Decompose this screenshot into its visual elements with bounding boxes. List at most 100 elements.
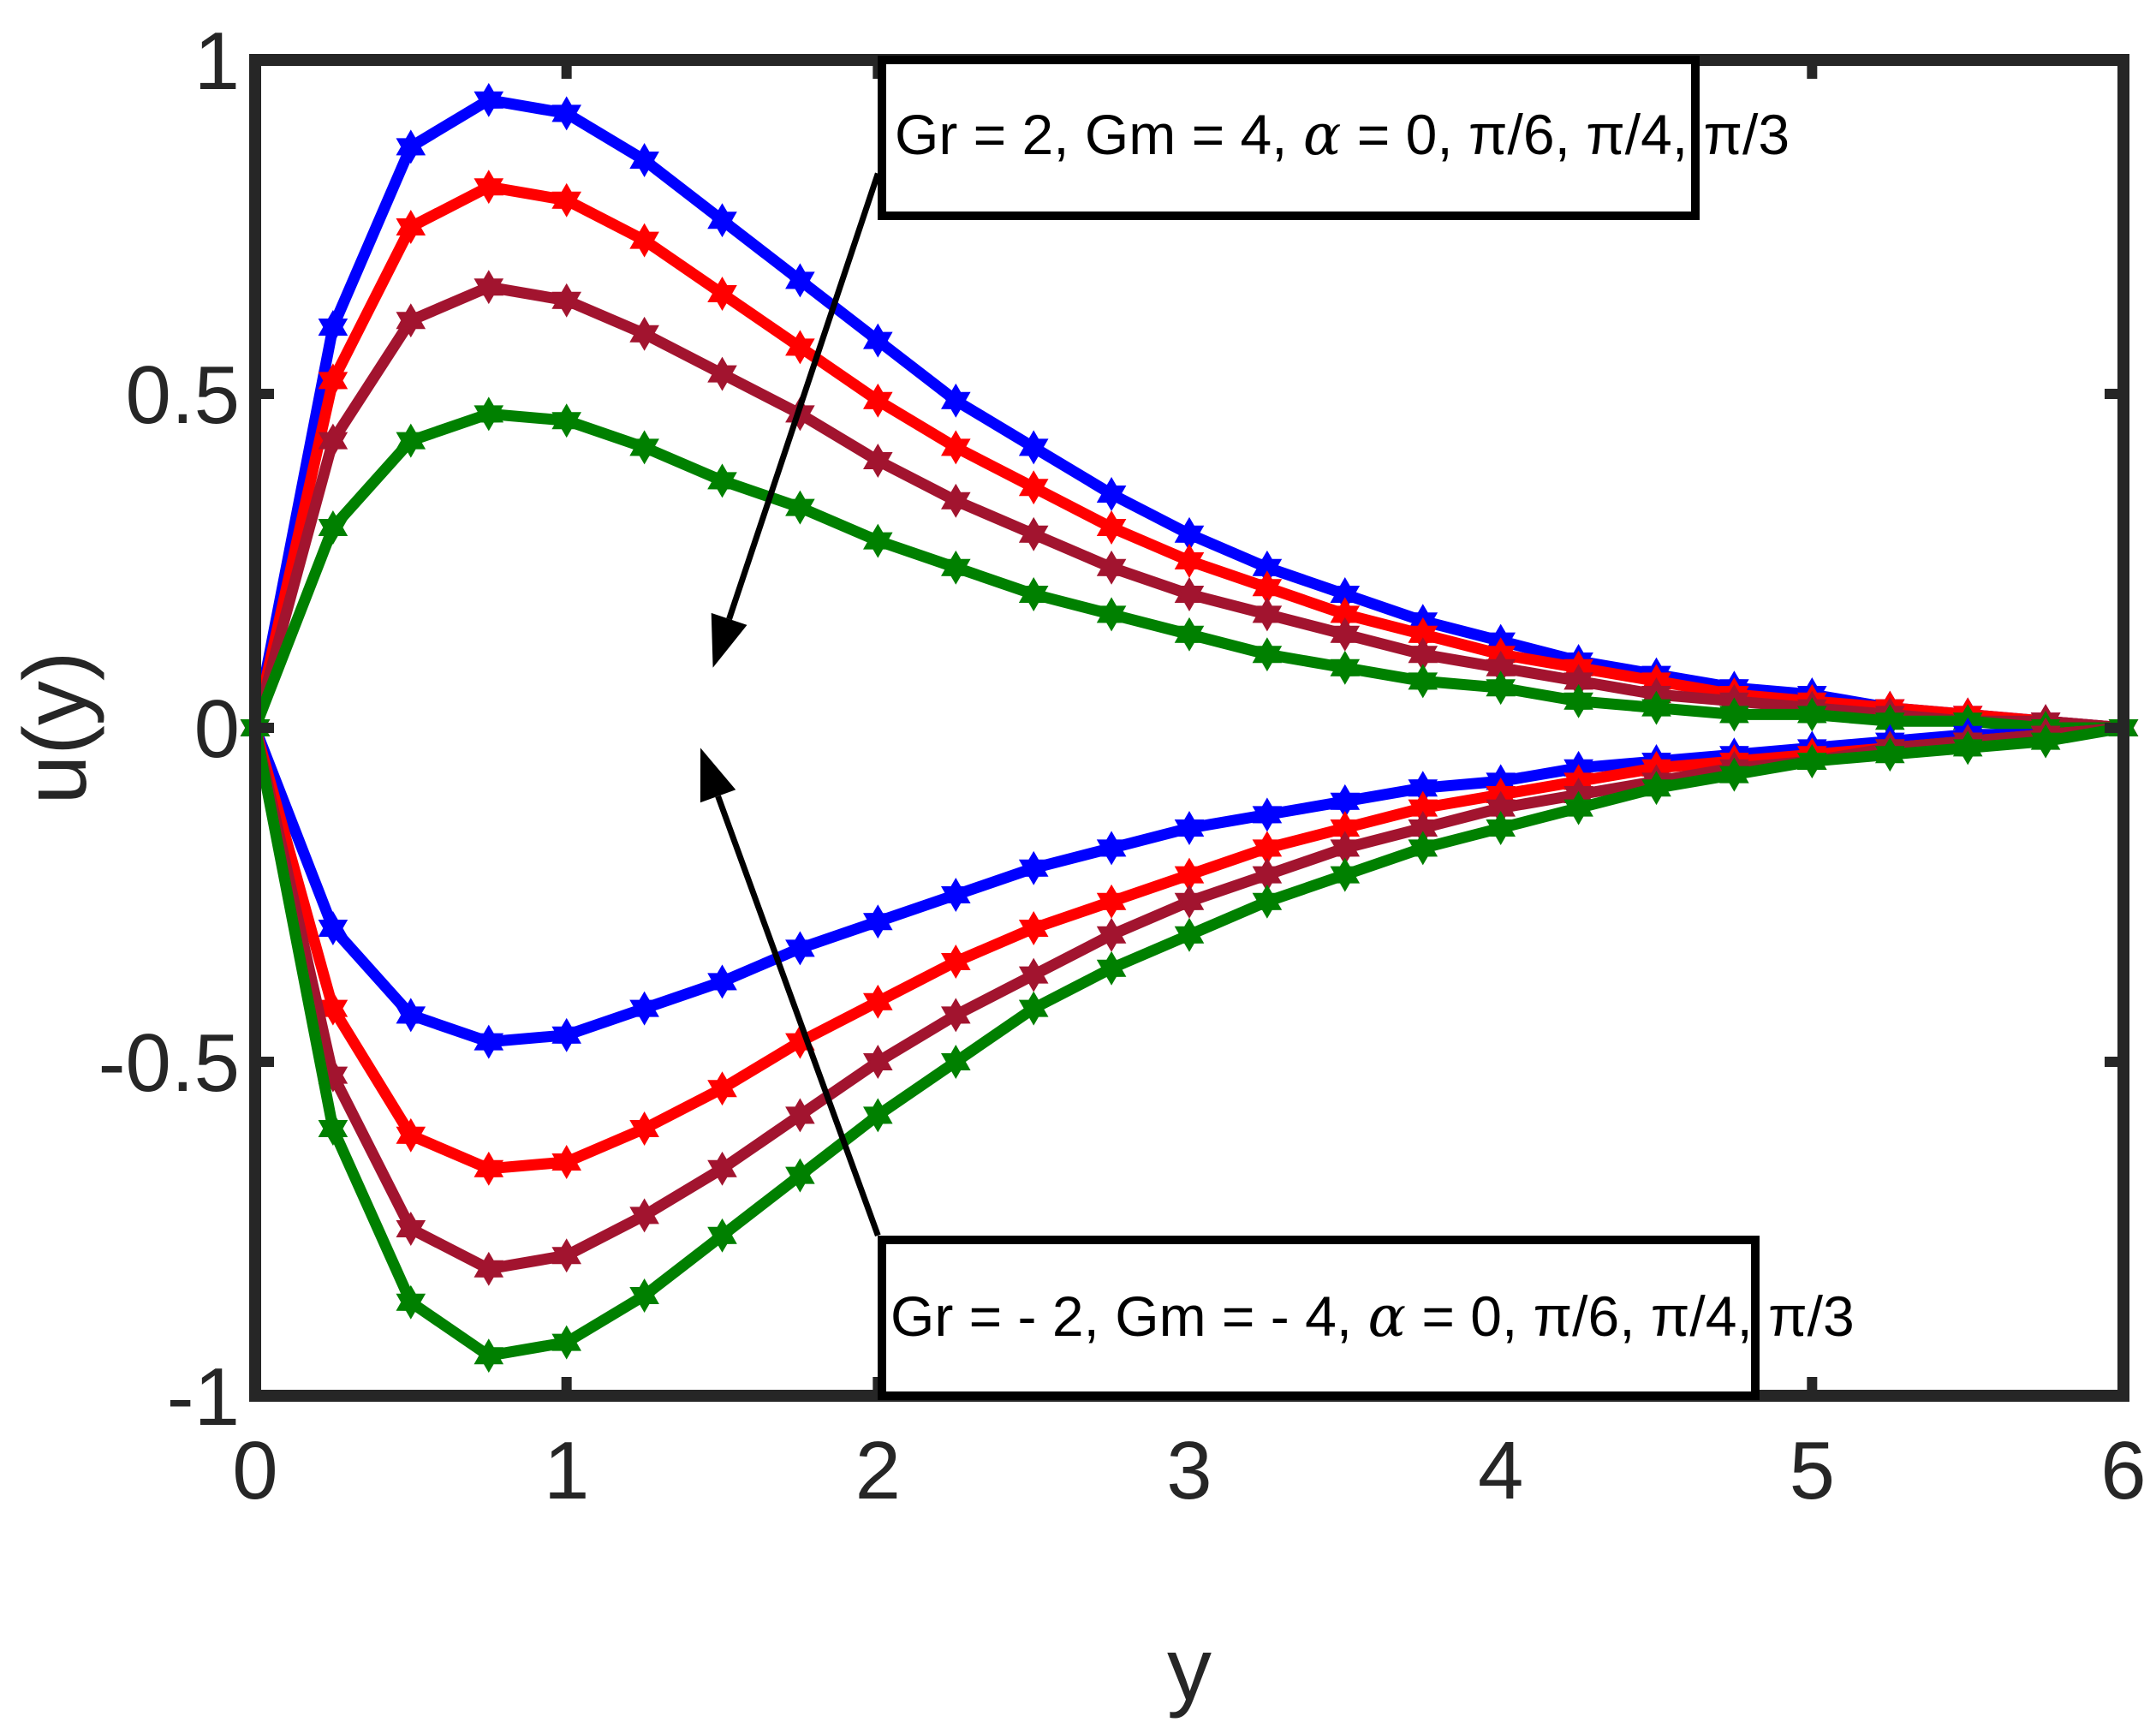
- data-point: [707, 277, 737, 311]
- data-point: [396, 1284, 426, 1320]
- tick-labels-layer: 0 1 2 3 4 5 6 -1 -0.5 0 0.5 1: [98, 15, 2147, 1517]
- arrows-layer: [700, 172, 881, 1236]
- data-point: [1096, 597, 1127, 632]
- data-point: [1252, 637, 1283, 672]
- data-point: [707, 203, 737, 238]
- data-point: [473, 270, 504, 305]
- data-point: [941, 998, 971, 1033]
- data-point: [551, 1325, 581, 1360]
- series-negative-7: [240, 711, 2139, 1373]
- data-point: [1096, 477, 1127, 511]
- x-tick-label: 2: [855, 1425, 901, 1517]
- data-point: [707, 1071, 737, 1106]
- annotation-box-negative: Gr = - 2, Gm = - 4, α = 0, π/6, π/4, π/3: [878, 1236, 1855, 1400]
- data-point: [318, 423, 348, 458]
- data-point: [629, 1198, 659, 1233]
- data-point: [551, 403, 581, 438]
- x-tick-label: 3: [1166, 1425, 1212, 1517]
- data-point: [1096, 831, 1127, 866]
- y-tick-label: 0: [194, 683, 240, 775]
- data-point: [1330, 857, 1361, 892]
- x-tick-label: 1: [544, 1425, 589, 1517]
- data-point: [1797, 697, 1827, 732]
- annotation-text-positive: Gr = 2, Gm = 4, α = 0, π/6, π/4, π/3: [895, 102, 1790, 168]
- data-point: [1408, 831, 1438, 866]
- data-point: [785, 1098, 815, 1133]
- data-point: [1719, 757, 1749, 792]
- data-point: [1252, 597, 1283, 632]
- annotation-arrow-head: [700, 748, 736, 803]
- data-point: [473, 1151, 504, 1186]
- data-point: [941, 430, 971, 465]
- data-point: [1641, 690, 1671, 725]
- data-point: [863, 984, 893, 1019]
- data-point: [1174, 544, 1205, 578]
- data-point: [396, 303, 426, 338]
- data-point: [1018, 577, 1049, 611]
- data-point: [1563, 683, 1593, 718]
- x-axis-label: y: [1167, 1620, 1212, 1719]
- series-positive-3: [240, 396, 2139, 745]
- y-tick-label: 1: [194, 15, 240, 107]
- data-point: [629, 991, 659, 1026]
- data-point: [707, 1151, 737, 1186]
- data-point: [473, 1024, 504, 1059]
- data-point: [1408, 664, 1438, 699]
- data-point: [1797, 744, 1827, 778]
- data-point: [941, 944, 971, 979]
- data-point: [318, 1111, 348, 1146]
- data-point: [1252, 884, 1283, 919]
- data-point: [551, 1145, 581, 1179]
- data-point: [707, 356, 737, 391]
- data-point: [863, 904, 893, 939]
- data-point: [707, 463, 737, 498]
- data-point: [1563, 790, 1593, 825]
- annotation-arrow-head: [711, 612, 747, 668]
- data-point: [785, 263, 815, 298]
- data-point: [785, 1158, 815, 1193]
- data-point: [629, 1111, 659, 1146]
- data-point: [551, 283, 581, 318]
- data-point: [941, 550, 971, 585]
- data-point: [2030, 724, 2061, 759]
- data-point: [629, 1278, 659, 1313]
- series-layer: [240, 82, 2139, 1373]
- data-point: [1719, 697, 1749, 732]
- data-point: [863, 1045, 893, 1079]
- data-point: [1018, 911, 1049, 945]
- data-point: [941, 878, 971, 912]
- x-tick-label: 4: [1478, 1425, 1523, 1517]
- data-point: [1018, 957, 1049, 992]
- data-point: [863, 1098, 893, 1133]
- data-point: [1018, 850, 1049, 885]
- annotation-text-negative: Gr = - 2, Gm = - 4, α = 0, π/6, π/4, π/3: [890, 1284, 1855, 1350]
- data-point: [396, 1117, 426, 1153]
- annotation-arrow-shaft: [715, 795, 881, 1236]
- data-point: [707, 964, 737, 999]
- y-tick-label: -0.5: [98, 1017, 240, 1109]
- data-point: [1096, 917, 1127, 952]
- data-point: [318, 363, 348, 398]
- data-point: [1174, 917, 1205, 952]
- data-point: [863, 323, 893, 358]
- data-point: [551, 1238, 581, 1273]
- data-point: [863, 383, 893, 418]
- data-point: [1875, 737, 1905, 772]
- y-axis-label: u(y): [6, 651, 105, 804]
- data-point: [1096, 550, 1127, 585]
- data-point: [396, 129, 426, 164]
- data-point: [941, 483, 971, 518]
- data-point: [1018, 470, 1049, 505]
- data-point: [1174, 884, 1205, 919]
- data-point: [396, 998, 426, 1033]
- data-point: [318, 310, 348, 344]
- data-point: [396, 210, 426, 244]
- data-point: [1174, 811, 1205, 845]
- data-point: [1174, 577, 1205, 611]
- data-point: [1952, 730, 1983, 766]
- data-point: [1096, 884, 1127, 919]
- data-point: [1486, 811, 1516, 845]
- data-point: [1252, 797, 1283, 832]
- data-point: [396, 1212, 426, 1246]
